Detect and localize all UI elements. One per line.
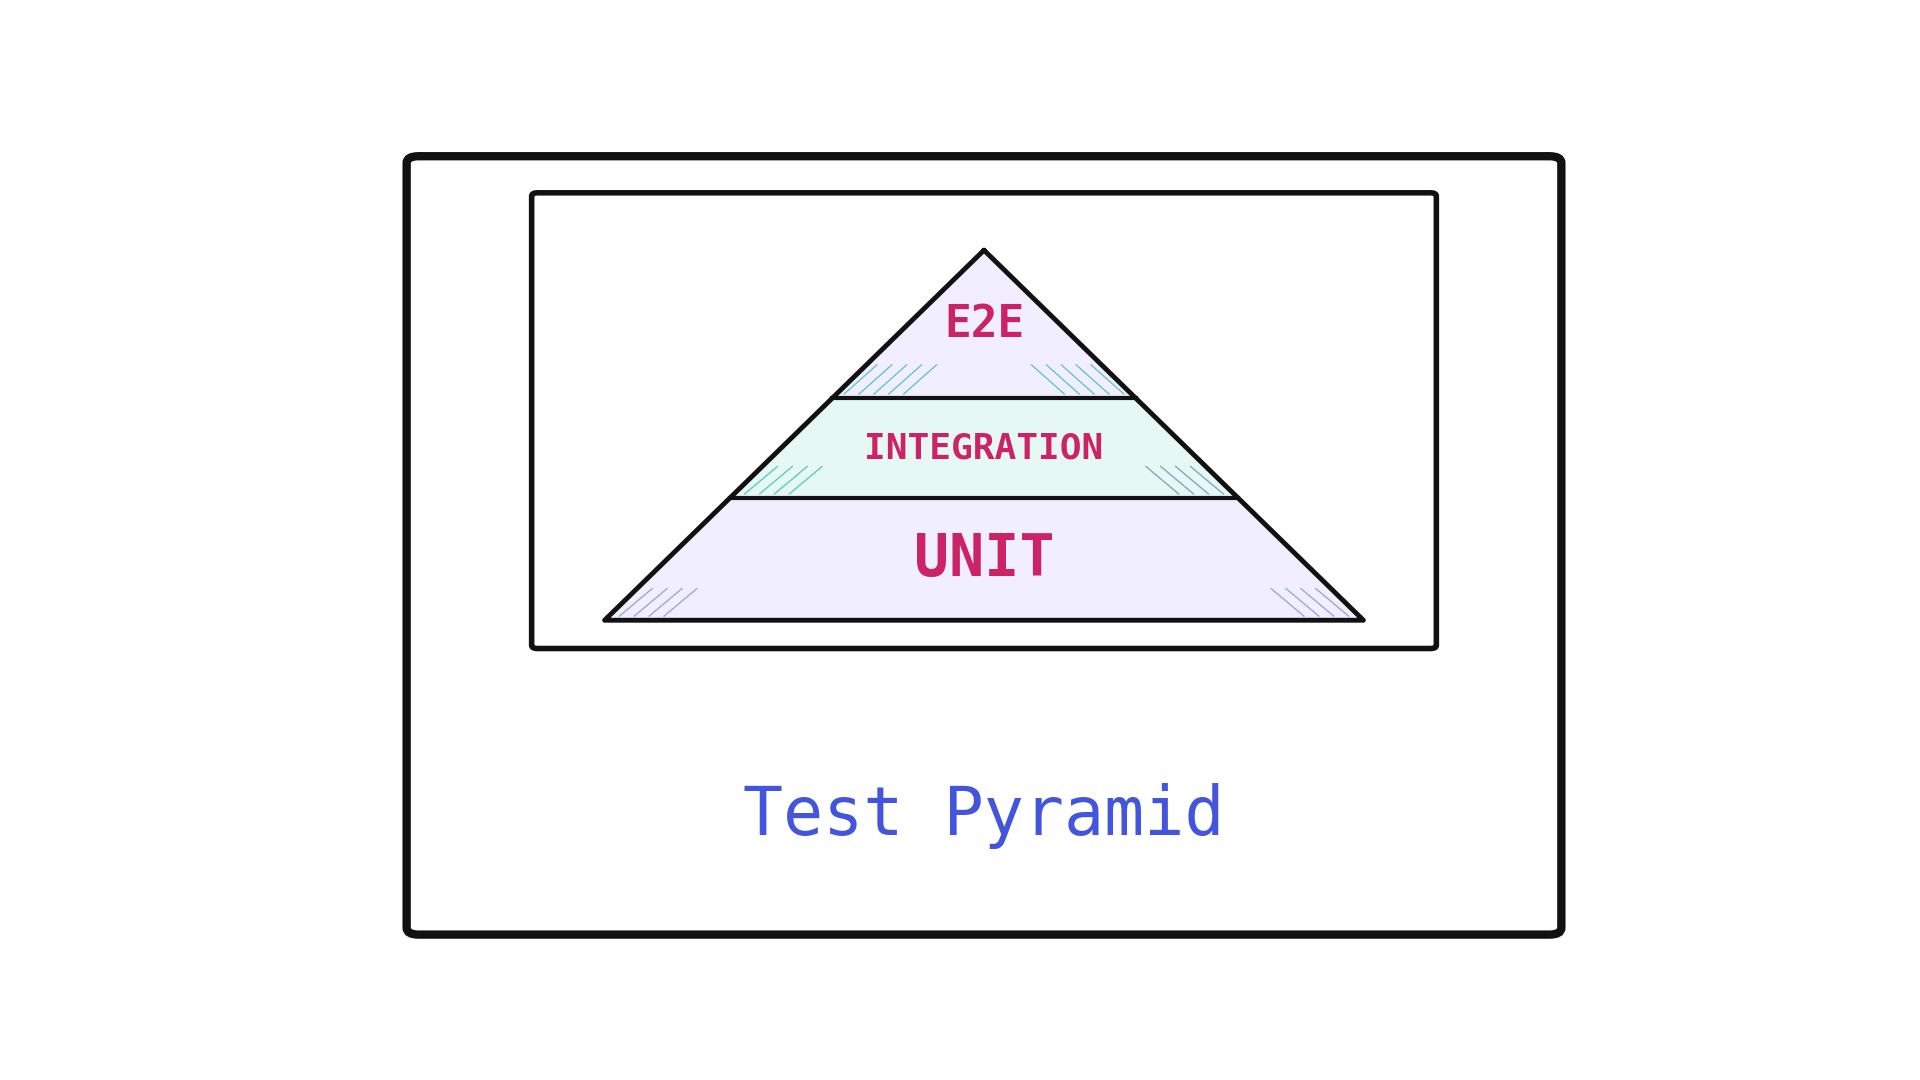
Polygon shape xyxy=(605,498,1363,620)
Text: E2E: E2E xyxy=(945,302,1023,346)
Text: UNIT: UNIT xyxy=(914,530,1054,588)
FancyBboxPatch shape xyxy=(407,157,1561,934)
Polygon shape xyxy=(730,399,1238,498)
Text: Test Pyramid: Test Pyramid xyxy=(743,783,1225,849)
Text: INTEGRATION: INTEGRATION xyxy=(864,431,1104,465)
FancyBboxPatch shape xyxy=(532,193,1436,648)
Polygon shape xyxy=(831,251,1137,399)
